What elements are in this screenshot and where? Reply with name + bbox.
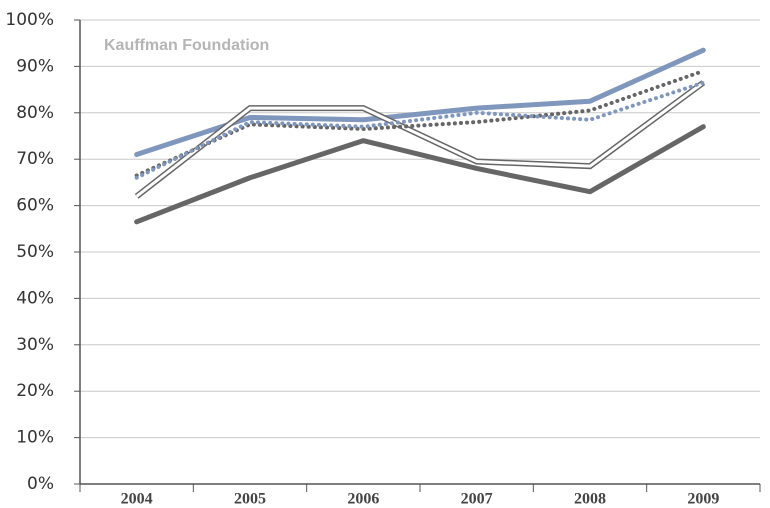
y-tick-label: 40% xyxy=(16,288,54,308)
x-tick-label: 2009 xyxy=(687,491,719,508)
y-tick-label: 80% xyxy=(16,103,54,123)
y-tick-label: 70% xyxy=(16,149,54,169)
y-tick-label: 100% xyxy=(5,10,54,30)
series-line xyxy=(134,80,706,180)
x-tick-label: 2004 xyxy=(121,491,153,508)
y-tick-label: 90% xyxy=(16,56,54,76)
y-tick-label: 0% xyxy=(27,474,54,494)
x-tick-label: 2007 xyxy=(461,491,493,508)
x-tick-label: 2006 xyxy=(347,491,379,508)
y-tick-label: 20% xyxy=(16,381,54,401)
y-tick-label: 10% xyxy=(16,428,54,448)
x-tick-label: 2008 xyxy=(574,491,606,508)
y-tick-label: 50% xyxy=(16,242,54,262)
series-line-inner xyxy=(135,81,705,198)
y-tick-label: 30% xyxy=(16,335,54,355)
y-tick-label: 60% xyxy=(16,196,54,216)
series-line xyxy=(134,124,706,225)
watermark: Kauffman Foundation xyxy=(104,37,269,54)
x-tick-label: 2005 xyxy=(234,491,266,508)
